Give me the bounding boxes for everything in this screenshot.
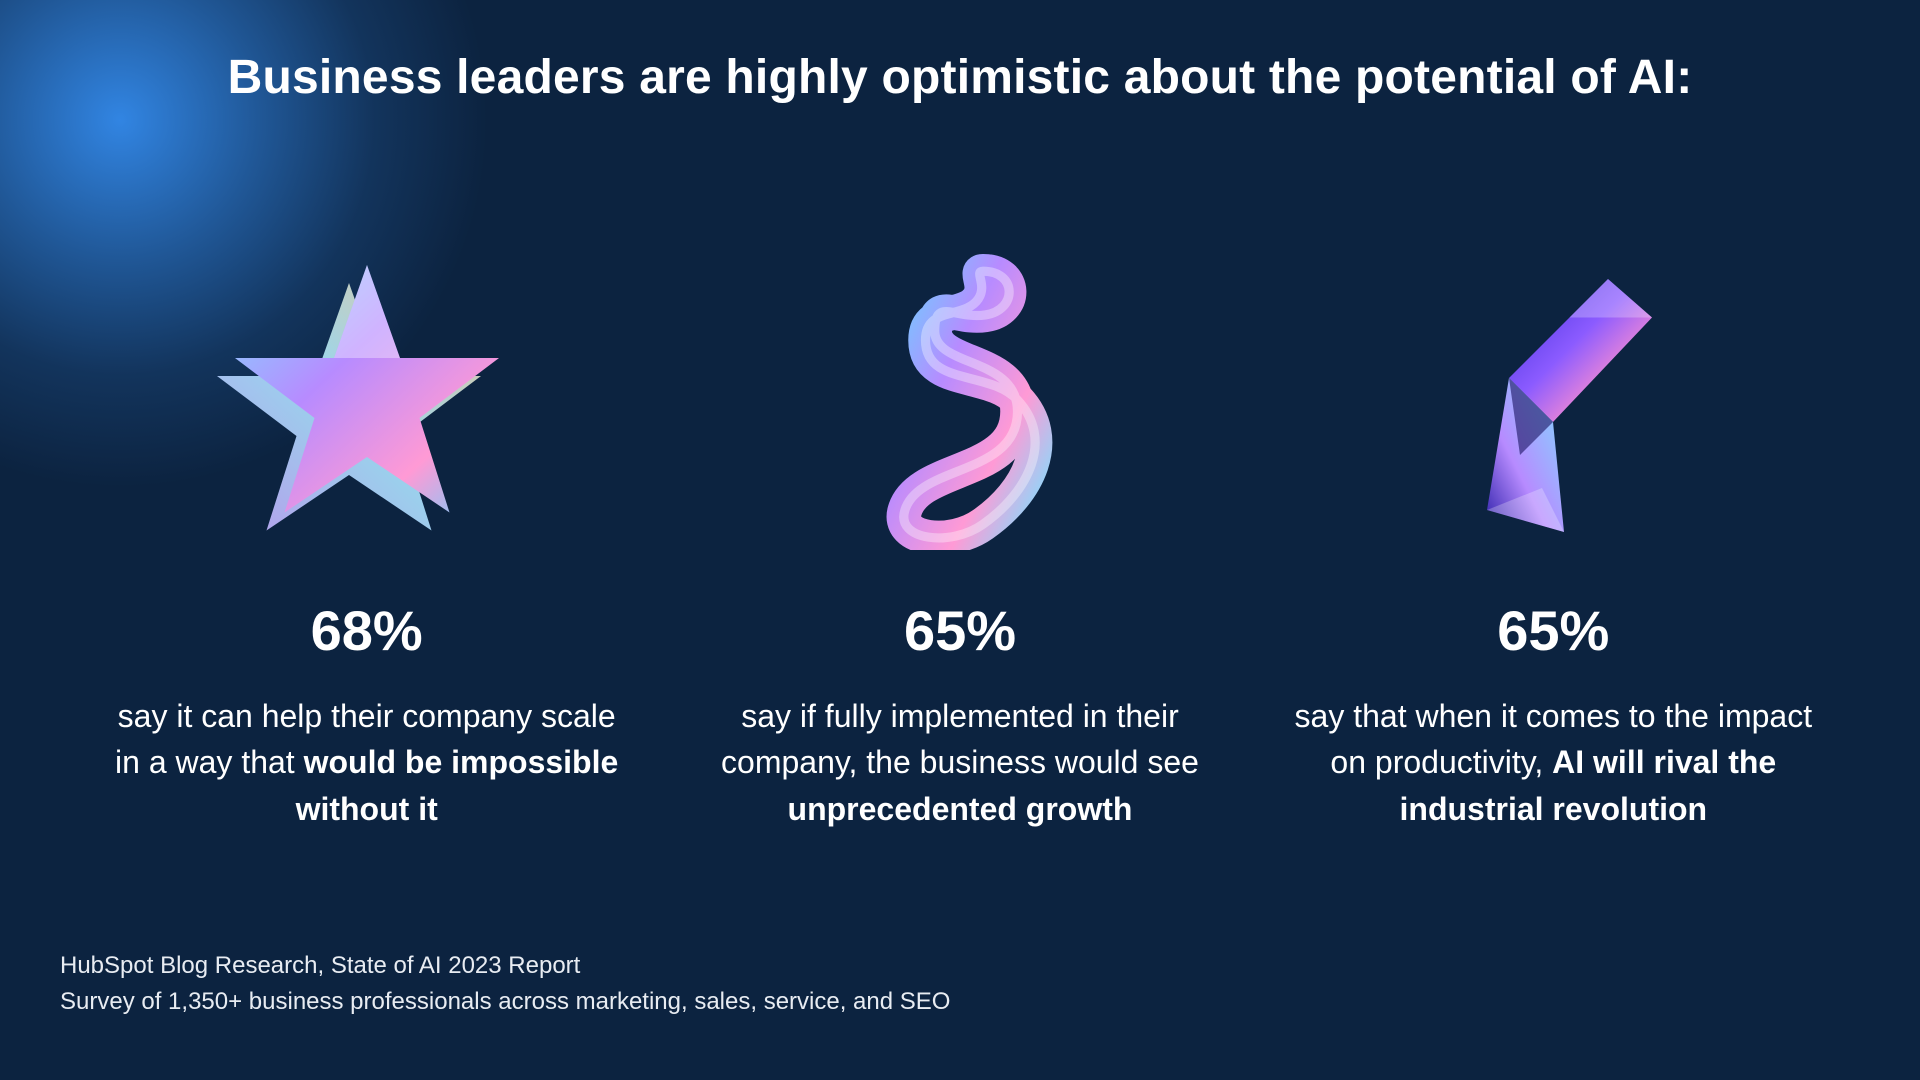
stat-desc-3: say that when it comes to the impact on …: [1293, 693, 1813, 832]
stat-value-2: 65%: [904, 598, 1016, 663]
page-title: Business leaders are highly optimistic a…: [0, 50, 1920, 105]
squiggle-icon: [790, 230, 1130, 570]
stat-value-3: 65%: [1497, 598, 1609, 663]
stat-desc-2-pre: say if fully implemented in their compan…: [721, 698, 1199, 780]
stat-card-3: 65% say that when it comes to the impact…: [1277, 230, 1830, 832]
source-footer: HubSpot Blog Research, State of AI 2023 …: [60, 948, 950, 1020]
stats-row: 68% say it can help their company scale …: [90, 230, 1830, 832]
star-icon: [197, 230, 537, 570]
stat-desc-2: say if fully implemented in their compan…: [700, 693, 1220, 832]
stat-desc-2-bold: unprecedented growth: [788, 791, 1133, 827]
ribbon-icon: [1383, 230, 1723, 570]
stat-desc-1-bold: would be impossible without it: [296, 744, 619, 826]
stat-desc-1: say it can help their company scale in a…: [107, 693, 627, 832]
stat-card-1: 68% say it can help their company scale …: [90, 230, 643, 832]
footer-line-2: Survey of 1,350+ business professionals …: [60, 984, 950, 1020]
footer-line-1: HubSpot Blog Research, State of AI 2023 …: [60, 948, 950, 984]
stat-value-1: 68%: [311, 598, 423, 663]
stat-card-2: 65% say if fully implemented in their co…: [683, 230, 1236, 832]
